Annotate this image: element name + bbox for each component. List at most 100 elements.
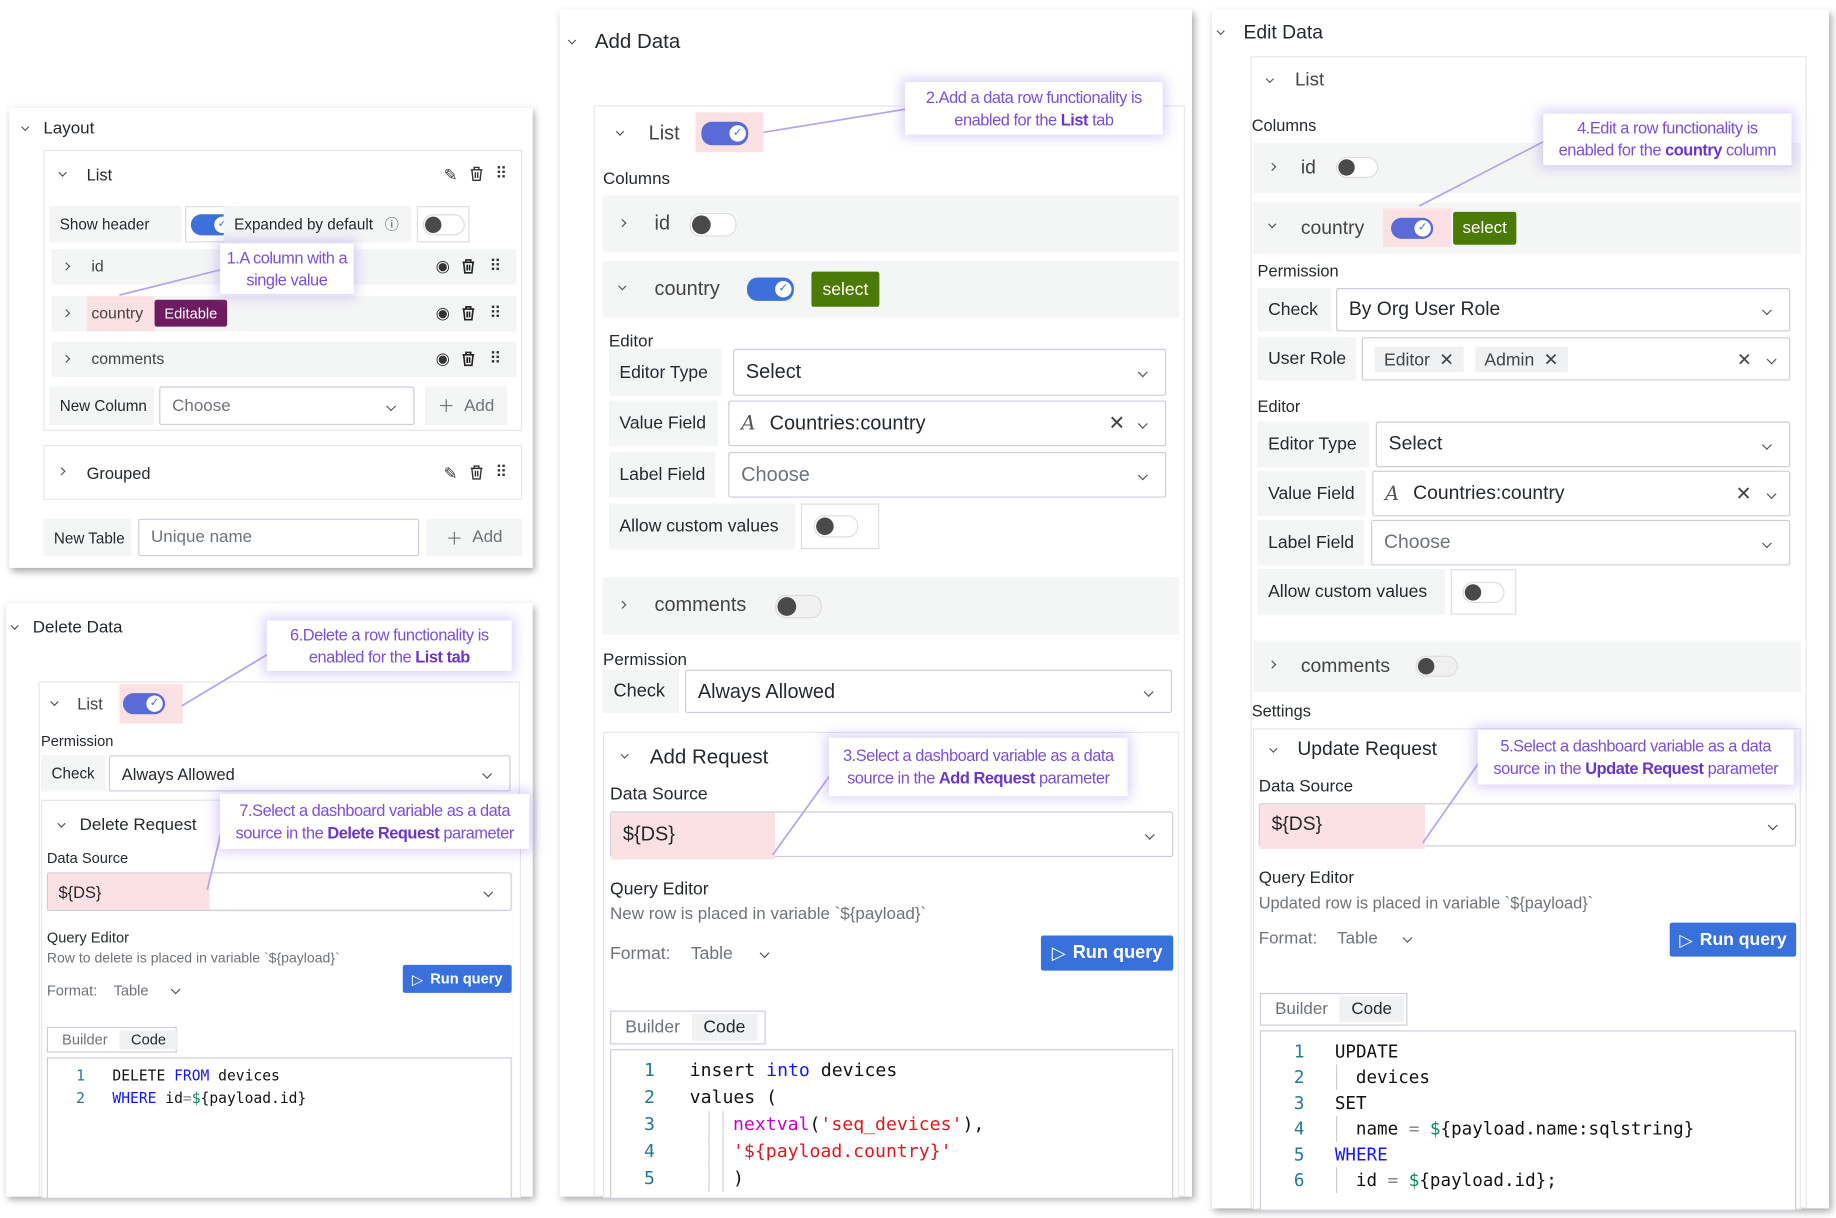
comments-toggle[interactable] bbox=[1415, 655, 1458, 677]
info-icon[interactable]: ⓘ bbox=[384, 216, 399, 234]
delete-data-source-select[interactable]: ${DS} bbox=[46, 872, 512, 911]
tab-builder[interactable]: Builder bbox=[1275, 999, 1328, 1019]
new-column-select[interactable]: Choose bbox=[159, 386, 415, 426]
add-list-card: List ✓ Columns id country ✓ select Edito… bbox=[593, 105, 1185, 1200]
format-label: Format: bbox=[46, 982, 98, 999]
column-row-id[interactable]: id bbox=[603, 195, 1180, 252]
drag-handle-icon[interactable]: ⠿ bbox=[495, 462, 508, 482]
close-icon[interactable]: ✕ bbox=[1543, 349, 1559, 370]
value-field-select[interactable]: A Countries:country ✕ bbox=[1372, 470, 1791, 517]
select-badge: select bbox=[1453, 211, 1517, 245]
editor-mode-tabs: Builder Code bbox=[1259, 992, 1408, 1026]
comments-toggle[interactable] bbox=[775, 594, 822, 619]
close-icon[interactable]: ✕ bbox=[1735, 482, 1752, 505]
line-number: 4 bbox=[1293, 1118, 1305, 1140]
editor-type-value: Select bbox=[1388, 433, 1443, 455]
add-permission-select[interactable]: Always Allowed bbox=[684, 669, 1173, 714]
edit-data-panel: Edit Data List Columns id country ✓ sele… bbox=[1211, 9, 1829, 1211]
run-query-button[interactable]: ▷ Run query bbox=[1040, 935, 1174, 971]
column-row-country[interactable]: country Editable ◉ ⠿ bbox=[51, 296, 517, 332]
trash-icon[interactable] bbox=[461, 305, 475, 321]
clear-all-icon[interactable]: ✕ bbox=[1736, 349, 1752, 370]
new-column-placeholder: Choose bbox=[172, 396, 231, 416]
run-query-button[interactable]: ▷ Run query bbox=[1669, 922, 1797, 957]
trash-icon[interactable] bbox=[461, 351, 475, 367]
add-column-button[interactable]: ＋ Add bbox=[425, 386, 507, 426]
add-table-button[interactable]: ＋ Add bbox=[426, 518, 523, 557]
country-toggle[interactable]: ✓ bbox=[1391, 217, 1434, 239]
code-editor[interactable]: 1 UPDATE 2 devices 3 SET 4 name = ${payload.nam… bbox=[1259, 1030, 1797, 1211]
tab-code[interactable]: Code bbox=[691, 1013, 758, 1041]
code-token-plain: SET bbox=[1334, 1092, 1367, 1114]
add-list-toggle[interactable]: ✓ bbox=[701, 121, 749, 146]
column-row-comments[interactable]: comments bbox=[1252, 640, 1801, 693]
annotation-1: 1.A column with a single value bbox=[220, 243, 354, 294]
drag-handle-icon[interactable]: ⠿ bbox=[489, 256, 502, 276]
format-select[interactable]: Table bbox=[1337, 927, 1431, 950]
eye-icon[interactable]: ◉ bbox=[435, 303, 450, 322]
tab-code[interactable]: Code bbox=[119, 1030, 178, 1050]
column-row-comments[interactable]: comments bbox=[603, 577, 1180, 635]
label-field-select[interactable]: Choose bbox=[1371, 519, 1791, 566]
id-toggle[interactable] bbox=[689, 213, 737, 237]
editor-type-select[interactable]: Select bbox=[1375, 421, 1791, 468]
column-row-country[interactable]: country ✓ select bbox=[603, 261, 1180, 318]
user-role-multiselect[interactable]: Editor ✕ Admin ✕ ✕ bbox=[1361, 337, 1791, 381]
indent-guide bbox=[708, 1138, 710, 1166]
editor-type-select[interactable]: Select bbox=[732, 348, 1167, 396]
label-field-select[interactable]: Choose bbox=[728, 451, 1167, 498]
drag-handle-icon[interactable]: ⠿ bbox=[489, 348, 502, 368]
trash-icon[interactable] bbox=[461, 259, 475, 274]
allow-custom-values-toggle[interactable] bbox=[813, 515, 859, 538]
line-number: 5 bbox=[643, 1167, 655, 1189]
tab-builder[interactable]: Builder bbox=[62, 1031, 108, 1048]
code-token-plain: id bbox=[156, 1088, 183, 1107]
delete-permission-select[interactable]: Always Allowed bbox=[108, 755, 511, 792]
tab-builder[interactable]: Builder bbox=[625, 1017, 680, 1038]
trash-icon[interactable] bbox=[470, 166, 484, 182]
close-icon[interactable]: ✕ bbox=[1439, 349, 1454, 370]
eye-icon[interactable]: ◉ bbox=[435, 348, 450, 368]
code-token-kw: WHERE bbox=[112, 1088, 157, 1107]
allow-custom-toggle-box bbox=[800, 503, 880, 550]
close-icon[interactable]: ✕ bbox=[1108, 411, 1126, 434]
country-toggle[interactable]: ✓ bbox=[747, 277, 794, 301]
update-data-source-select[interactable]: ${DS} bbox=[1258, 803, 1797, 849]
trash-icon[interactable] bbox=[470, 465, 484, 480]
eye-icon[interactable]: ◉ bbox=[435, 256, 450, 276]
code-editor[interactable]: 1 DELETE FROM devices 2 WHERE id=${payload.… bbox=[46, 1057, 512, 1200]
indent-guide bbox=[722, 1138, 724, 1166]
line-number: 1 bbox=[1293, 1040, 1305, 1063]
indent-guide bbox=[708, 1111, 710, 1139]
edit-permission-select[interactable]: By Org User Role bbox=[1335, 288, 1791, 332]
list-table-title: List bbox=[86, 165, 113, 184]
add-data-source-select[interactable]: ${DS} bbox=[610, 811, 1174, 860]
column-name: comments bbox=[91, 350, 165, 368]
value-field-select[interactable]: A Countries:country ✕ bbox=[728, 400, 1167, 447]
drag-handle-icon[interactable]: ⠿ bbox=[489, 303, 502, 322]
format-select[interactable]: Table bbox=[114, 979, 196, 1002]
format-select[interactable]: Table bbox=[691, 943, 785, 966]
column-row-comments[interactable]: comments ◉ ⠿ bbox=[51, 341, 517, 378]
code-editor[interactable]: 1 insert into devices 2 values (3 nextval('s… bbox=[610, 1049, 1174, 1200]
new-table-input[interactable]: Unique name bbox=[138, 518, 420, 557]
delete-list-toggle[interactable]: ✓ bbox=[122, 693, 166, 715]
drag-handle-icon[interactable]: ⠿ bbox=[495, 163, 508, 183]
code-token-kw: into bbox=[766, 1059, 810, 1081]
expanded-by-default-toggle[interactable] bbox=[422, 214, 465, 236]
play-icon: ▷ bbox=[1679, 930, 1693, 951]
data-source-label: Data Source bbox=[1258, 777, 1354, 797]
line-number: 4 bbox=[643, 1140, 655, 1162]
add-list-label: List bbox=[648, 121, 680, 145]
edit-icon[interactable]: ✎ bbox=[443, 165, 458, 184]
run-query-button[interactable]: ▷ Run query bbox=[402, 964, 512, 993]
id-toggle[interactable] bbox=[1335, 156, 1379, 178]
allow-custom-values-toggle[interactable] bbox=[1462, 581, 1505, 604]
annotation-line-1: 6.Delete a row functionality is bbox=[289, 624, 489, 644]
edit-icon[interactable]: ✎ bbox=[443, 463, 458, 483]
tab-code[interactable]: Code bbox=[1339, 996, 1404, 1023]
run-query-label: Run query bbox=[1699, 929, 1787, 950]
column-row-country[interactable]: country ✓ select bbox=[1252, 202, 1801, 255]
label-field-label: Label Field bbox=[608, 451, 716, 498]
